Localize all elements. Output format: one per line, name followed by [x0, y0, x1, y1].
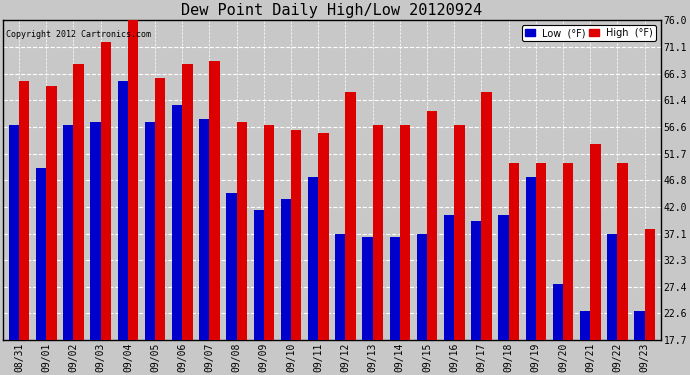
Bar — [580, 311, 590, 340]
Bar — [417, 234, 427, 340]
Bar — [210, 62, 220, 340]
Bar — [128, 20, 138, 340]
Text: Copyright 2012 Cartronics.com: Copyright 2012 Cartronics.com — [6, 30, 151, 39]
Bar — [237, 122, 247, 340]
Bar — [471, 220, 482, 340]
Bar — [19, 81, 30, 340]
Bar — [590, 144, 600, 340]
Bar — [253, 210, 264, 340]
Bar — [536, 163, 546, 340]
Bar — [9, 124, 19, 340]
Bar — [335, 234, 346, 340]
Bar — [400, 124, 410, 340]
Bar — [182, 64, 193, 340]
Bar — [90, 122, 101, 340]
Bar — [264, 124, 274, 340]
Bar — [373, 124, 383, 340]
Bar — [281, 199, 291, 340]
Bar — [145, 122, 155, 340]
Bar — [74, 64, 83, 340]
Bar — [46, 86, 57, 340]
Bar — [553, 284, 563, 340]
Bar — [199, 119, 210, 340]
Bar — [482, 92, 492, 340]
Bar — [155, 78, 166, 340]
Bar — [318, 133, 328, 340]
Bar — [308, 177, 318, 340]
Bar — [172, 105, 182, 340]
Legend: Low  (°F), High  (°F): Low (°F), High (°F) — [522, 25, 656, 41]
Bar — [362, 237, 373, 340]
Bar — [509, 163, 519, 340]
Bar — [226, 193, 237, 340]
Bar — [454, 124, 464, 340]
Bar — [498, 215, 509, 340]
Bar — [346, 92, 356, 340]
Bar — [526, 177, 536, 340]
Bar — [390, 237, 400, 340]
Bar — [607, 234, 618, 340]
Title: Dew Point Daily High/Low 20120924: Dew Point Daily High/Low 20120924 — [181, 3, 482, 18]
Bar — [291, 130, 302, 340]
Bar — [644, 229, 655, 340]
Bar — [117, 81, 128, 340]
Bar — [427, 111, 437, 340]
Bar — [634, 311, 644, 340]
Bar — [618, 163, 628, 340]
Bar — [36, 168, 46, 340]
Bar — [444, 215, 454, 340]
Bar — [563, 163, 573, 340]
Bar — [63, 124, 74, 340]
Bar — [101, 42, 111, 340]
